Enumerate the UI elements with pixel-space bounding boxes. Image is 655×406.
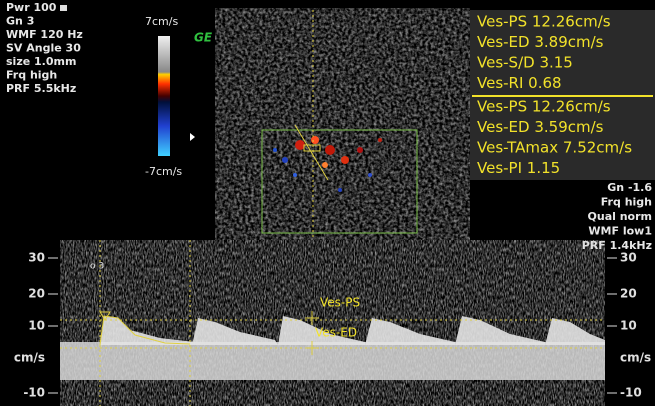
measurement: Ves-RI 0.68: [477, 74, 562, 92]
axis-label: -10: [620, 386, 642, 400]
setting: size 1.0mm: [6, 55, 76, 68]
measurement: Ves-TAmax 7.52cm/s: [477, 139, 632, 157]
setting: Pwr 100: [6, 1, 57, 14]
axis-label: 20: [28, 287, 45, 301]
axis-label: 10: [620, 319, 637, 333]
measurement: Ves-S/D 3.15: [477, 54, 573, 72]
trace-label: o 3: [90, 262, 104, 272]
setting: Gn 3: [6, 15, 34, 28]
b-mode-image: [215, 8, 470, 240]
axis-label: cm/s: [14, 351, 45, 365]
axis-label: 30: [28, 251, 45, 265]
measurement: Ves-ED 3.59cm/s: [477, 118, 604, 136]
measurement: Ves-PS 12.26cm/s: [477, 98, 611, 116]
setting: WMF low1: [588, 225, 652, 238]
color-bar: [158, 36, 170, 156]
setting: Frq high: [6, 69, 57, 82]
axis-label: 20: [620, 287, 637, 301]
setting: Gn -1.6: [607, 181, 652, 194]
measurement: Ves-PS 12.26cm/s: [477, 13, 611, 31]
setting: PRF 5.5kHz: [6, 82, 76, 95]
cursor-label: Ves-ED: [315, 326, 357, 340]
ultrasound-screen: 7cm/s -7cm/s GE Pwr 100Gn 3WMF 120 HzSV …: [0, 0, 655, 406]
axis-label: 10: [28, 319, 45, 333]
setting: Frq high: [601, 196, 652, 209]
lock-icon: [60, 5, 67, 11]
measurement: Ves-PI 1.15: [477, 159, 560, 177]
color-scale-top: 7cm/s: [145, 15, 178, 28]
axis-label: cm/s: [620, 351, 651, 365]
spectrum-background: [60, 240, 605, 406]
color-scale-bottom: -7cm/s: [145, 165, 182, 178]
axis-label: 30: [620, 251, 637, 265]
axis-label: -10: [23, 386, 45, 400]
measurement: Ves-ED 3.89cm/s: [477, 33, 604, 51]
setting: WMF 120 Hz: [6, 28, 83, 41]
setting: SV Angle 30: [6, 42, 81, 55]
setting: Qual norm: [588, 210, 652, 223]
logo: GE: [194, 31, 213, 45]
cursor-label: Ves-PS: [320, 296, 360, 310]
